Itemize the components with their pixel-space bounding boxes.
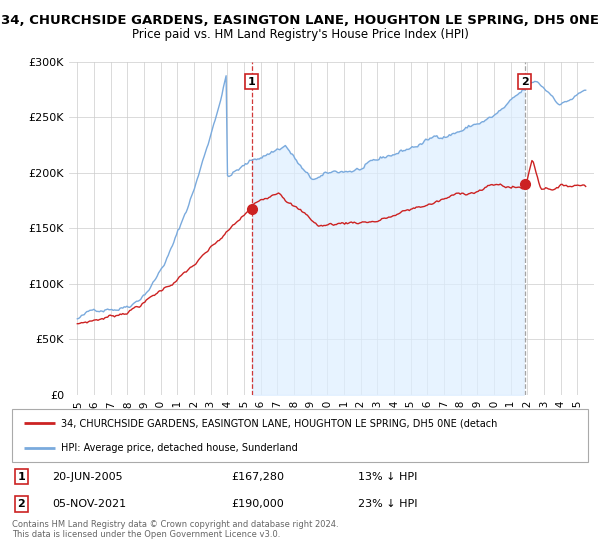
Text: 23% ↓ HPI: 23% ↓ HPI: [358, 499, 417, 509]
Text: 1: 1: [248, 77, 256, 87]
Text: 34, CHURCHSIDE GARDENS, EASINGTON LANE, HOUGHTON LE SPRING, DH5 0NE: 34, CHURCHSIDE GARDENS, EASINGTON LANE, …: [1, 14, 599, 27]
Text: £167,280: £167,280: [231, 472, 284, 482]
Text: 34, CHURCHSIDE GARDENS, EASINGTON LANE, HOUGHTON LE SPRING, DH5 0NE (detach: 34, CHURCHSIDE GARDENS, EASINGTON LANE, …: [61, 418, 497, 428]
Text: 05-NOV-2021: 05-NOV-2021: [52, 499, 127, 509]
Text: Price paid vs. HM Land Registry's House Price Index (HPI): Price paid vs. HM Land Registry's House …: [131, 28, 469, 41]
Text: Contains HM Land Registry data © Crown copyright and database right 2024.
This d: Contains HM Land Registry data © Crown c…: [12, 520, 338, 539]
Text: 1: 1: [17, 472, 25, 482]
FancyBboxPatch shape: [12, 409, 588, 462]
Text: 13% ↓ HPI: 13% ↓ HPI: [358, 472, 417, 482]
Text: 20-JUN-2005: 20-JUN-2005: [52, 472, 123, 482]
Text: £190,000: £190,000: [231, 499, 284, 509]
Text: HPI: Average price, detached house, Sunderland: HPI: Average price, detached house, Sund…: [61, 442, 298, 452]
Text: 2: 2: [17, 499, 25, 509]
Text: 2: 2: [521, 77, 529, 87]
